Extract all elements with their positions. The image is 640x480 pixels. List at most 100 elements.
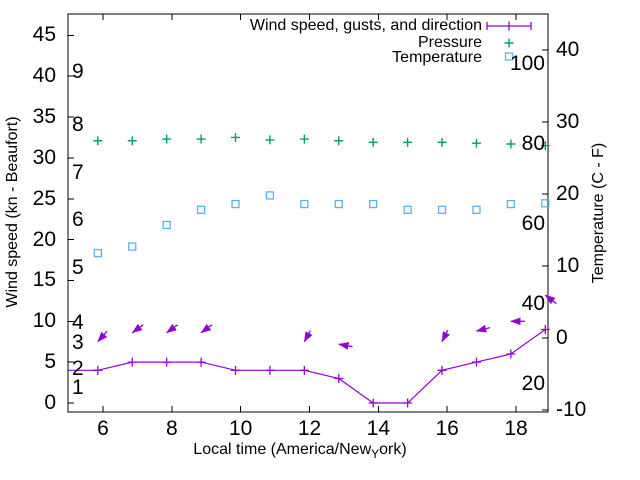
wind-axis-tick-label: 10: [32, 309, 56, 333]
celsius-tick-label: 20: [556, 182, 580, 205]
pressure-point: [127, 136, 137, 146]
pressure-point: [162, 134, 172, 144]
fahrenheit-tick-label: 20: [521, 372, 545, 395]
wind-point-marker: [506, 349, 516, 359]
wind-point-marker: [265, 365, 275, 375]
wind-axis-tick-label: 45: [32, 23, 56, 47]
wind-speed-line: [68, 329, 546, 404]
temperature-point: [300, 199, 309, 209]
wind-axis-tick-label: 5: [44, 350, 56, 374]
temperature-point: [128, 242, 137, 251]
temperature-point: [506, 199, 516, 209]
temperature-point: [369, 199, 378, 209]
gust-direction-arrow: [338, 342, 353, 350]
pressure-point: [471, 138, 481, 148]
wind-point-marker: [368, 398, 378, 408]
pressure-point: [231, 132, 241, 142]
temperature-point: [472, 205, 481, 214]
gust-direction-arrow: [97, 330, 108, 343]
wind-point-marker: [471, 357, 481, 367]
wind-axis-tick-label: 40: [32, 64, 56, 88]
pressure-point: [540, 141, 550, 151]
wind-point-marker: [93, 365, 103, 375]
gust-direction-arrow: [303, 330, 313, 343]
wind-point-marker: [162, 357, 172, 367]
temperature-point: [265, 191, 275, 200]
x-axis-label: Local time (America/NewYork): [130, 441, 470, 462]
pressure-point: [196, 134, 206, 144]
pressure-point: [403, 137, 413, 147]
x-axis-tick-label: 6: [97, 417, 109, 440]
pressure-point: [93, 136, 103, 146]
temperature-point: [403, 205, 412, 214]
gust-direction-arrow: [200, 323, 213, 334]
pressure-point: [334, 136, 344, 146]
legend-entry-wind-label: Wind speed, gusts, and direction: [249, 17, 482, 34]
pressure-point: [368, 137, 378, 147]
wind-point-marker: [127, 357, 137, 367]
wind-point-marker: [231, 365, 241, 375]
gust-direction-arrow: [166, 323, 178, 334]
celsius-tick-label: 30: [556, 110, 580, 133]
temperature-point: [162, 220, 171, 230]
legend-entry-pressure-label: Pressure: [417, 34, 482, 51]
temperature-point: [334, 199, 343, 209]
x-axis-tick-label: 8: [165, 417, 178, 440]
wind-axis-tick-label: 20: [32, 227, 56, 251]
wind-point-marker: [403, 398, 413, 408]
x-axis-tick-label: 16: [435, 417, 459, 440]
celsius-tick-label: 40: [556, 38, 580, 61]
fahrenheit-tick-label: 60: [521, 212, 545, 235]
x-axis-label-subscript: Y: [371, 447, 380, 462]
celsius-tick-label: 10: [556, 254, 580, 277]
celsius-tick-label: 0: [556, 326, 568, 349]
fahrenheit-tick-label: 40: [521, 292, 545, 315]
celsius-tick-label: -10: [556, 398, 587, 421]
wind-point-marker: [196, 357, 206, 367]
gust-direction-arrow: [131, 323, 144, 334]
temperature-point: [437, 205, 447, 214]
beaufort-scale-label: 6: [72, 207, 84, 231]
gust-direction-arrow: [441, 329, 450, 343]
x-axis-tick-label: 10: [228, 417, 253, 440]
y-axis-label-right: Temperature (C - F): [590, 63, 610, 363]
wind-axis-tick-label: 30: [32, 145, 56, 169]
wind-point-marker: [437, 365, 447, 375]
gust-direction-arrow: [544, 294, 557, 305]
beaufort-scale-label: 8: [72, 113, 84, 137]
pressure-point: [265, 135, 275, 145]
x-axis-label-post: ork): [379, 441, 407, 458]
wind-axis-tick-label: 35: [32, 105, 56, 129]
x-axis-tick-label: 12: [297, 417, 322, 440]
wind-point-marker: [299, 365, 309, 375]
legend-temperature-sample: [504, 52, 514, 61]
temperature-point: [541, 199, 550, 208]
beaufort-scale-label: 9: [72, 60, 84, 84]
beaufort-scale-label: 1: [72, 376, 84, 400]
legend-wind-sample: [486, 21, 532, 31]
wind-axis-tick-label: 0: [44, 391, 56, 414]
wind-axis-tick-label: 15: [32, 268, 56, 292]
beaufort-scale-label: 5: [72, 256, 84, 280]
x-axis-tick-label: 14: [366, 417, 391, 440]
gust-direction-arrow: [475, 324, 491, 333]
legend-pressure-sample: [504, 38, 514, 48]
fahrenheit-tick-label: 100: [509, 52, 545, 75]
beaufort-scale-label: 7: [72, 161, 84, 185]
plot-border: [67, 13, 549, 413]
fahrenheit-tick-label: 80: [521, 132, 545, 155]
wind-point-marker: [334, 373, 344, 383]
x-axis-label-pre: Local time (America/New: [193, 441, 372, 458]
temperature-point: [231, 199, 240, 209]
temperature-point: [196, 205, 206, 214]
beaufort-scale-label: 2: [72, 356, 84, 380]
pressure-point: [299, 134, 309, 144]
wind-axis-tick-label: 25: [32, 186, 56, 210]
temperature-point: [93, 248, 102, 258]
legend-entry-temperature-label: Temperature: [392, 49, 482, 66]
beaufort-scale-label: 4: [72, 310, 84, 334]
x-axis-tick-label: 18: [504, 417, 528, 440]
beaufort-scale-label: 3: [72, 331, 84, 355]
